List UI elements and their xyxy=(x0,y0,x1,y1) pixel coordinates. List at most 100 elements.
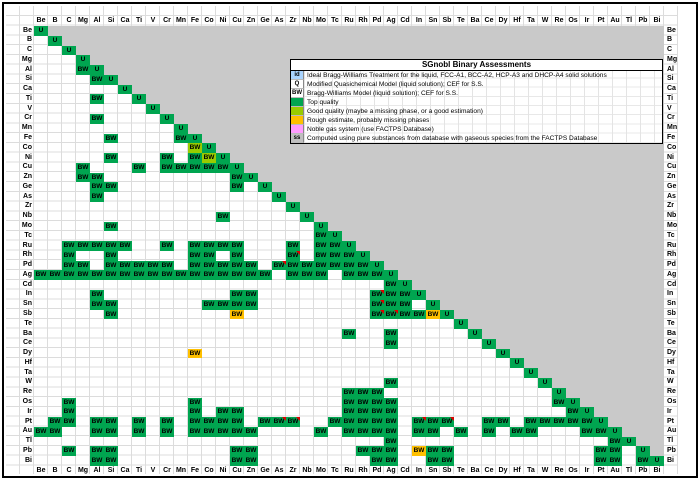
matrix-cell[interactable]: BW xyxy=(132,270,146,281)
matrix-cell[interactable]: BW xyxy=(496,417,510,427)
matrix-cell[interactable]: BW xyxy=(230,182,244,193)
matrix-cell[interactable]: BW xyxy=(90,192,104,202)
matrix-cell[interactable]: BW xyxy=(62,397,76,408)
matrix-cell[interactable]: BW xyxy=(356,387,370,398)
matrix-cell[interactable]: BW xyxy=(188,241,202,251)
matrix-cell[interactable]: BW xyxy=(90,417,104,427)
matrix-cell[interactable]: BW xyxy=(90,113,104,124)
matrix-cell[interactable]: BW xyxy=(328,260,342,271)
matrix-cell[interactable]: BW xyxy=(286,250,300,261)
diagonal-cell[interactable]: U xyxy=(300,211,314,222)
matrix-cell[interactable]: BW xyxy=(384,309,398,320)
matrix-cell[interactable]: BW xyxy=(314,250,328,261)
diagonal-cell[interactable]: U xyxy=(244,172,258,183)
matrix-cell[interactable]: BW xyxy=(216,241,230,251)
matrix-cell[interactable]: BW xyxy=(62,446,76,457)
matrix-cell[interactable]: BW xyxy=(356,397,370,408)
matrix-cell[interactable]: BW xyxy=(384,299,398,310)
matrix-cell[interactable]: BW xyxy=(34,270,48,281)
matrix-cell[interactable]: BW xyxy=(398,289,412,300)
matrix-cell[interactable]: BW xyxy=(426,446,440,457)
matrix-cell[interactable]: BW xyxy=(230,426,244,437)
diagonal-cell[interactable]: U xyxy=(636,446,650,457)
matrix-cell[interactable]: BW xyxy=(188,250,202,261)
matrix-cell[interactable]: BW xyxy=(118,270,132,281)
matrix-cell[interactable]: BW xyxy=(272,417,286,427)
diagonal-cell[interactable]: U xyxy=(580,407,594,418)
diagonal-cell[interactable]: U xyxy=(412,289,426,300)
matrix-cell[interactable]: BW xyxy=(286,417,300,427)
matrix-cell[interactable]: BW xyxy=(104,426,118,437)
matrix-cell[interactable]: BW xyxy=(370,270,384,281)
diagonal-cell[interactable]: U xyxy=(454,319,468,330)
diagonal-cell[interactable]: U xyxy=(272,192,286,202)
matrix-cell[interactable]: BW xyxy=(594,426,608,437)
matrix-cell[interactable]: BW xyxy=(384,426,398,437)
matrix-cell[interactable]: BW xyxy=(510,426,524,437)
matrix-cell[interactable]: BW xyxy=(132,260,146,271)
matrix-cell[interactable]: BW xyxy=(160,241,174,251)
diagonal-cell[interactable]: U xyxy=(118,84,132,95)
matrix-cell[interactable]: BW xyxy=(132,417,146,427)
matrix-cell[interactable]: BW xyxy=(104,309,118,320)
diagonal-cell[interactable]: U xyxy=(510,358,524,369)
matrix-cell[interactable]: BW xyxy=(384,417,398,427)
matrix-cell[interactable]: BW xyxy=(76,270,90,281)
matrix-cell[interactable]: BW xyxy=(174,270,188,281)
matrix-cell[interactable]: BW xyxy=(524,426,538,437)
matrix-cell[interactable]: BW xyxy=(62,417,76,427)
matrix-cell[interactable]: BW xyxy=(202,241,216,251)
matrix-cell[interactable]: BW xyxy=(258,270,272,281)
matrix-cell[interactable]: BW xyxy=(62,250,76,261)
diagonal-cell[interactable]: U xyxy=(258,182,272,193)
matrix-cell[interactable]: BW xyxy=(342,407,356,418)
diagonal-cell[interactable]: U xyxy=(608,426,622,437)
matrix-cell[interactable]: BW xyxy=(76,162,90,173)
diagonal-cell[interactable]: U xyxy=(622,436,636,447)
matrix-cell[interactable]: BW xyxy=(342,329,356,339)
matrix-cell[interactable]: BW xyxy=(104,270,118,281)
matrix-cell[interactable]: BW xyxy=(118,260,132,271)
matrix-cell[interactable]: BW xyxy=(230,172,244,183)
matrix-cell[interactable]: BW xyxy=(160,162,174,173)
matrix-cell[interactable]: BW xyxy=(286,260,300,271)
matrix-cell[interactable]: BW xyxy=(230,309,244,320)
diagonal-cell[interactable]: U xyxy=(34,26,48,36)
matrix-cell[interactable]: BW xyxy=(188,426,202,437)
matrix-cell[interactable]: BW xyxy=(188,162,202,173)
matrix-cell[interactable]: BW xyxy=(104,153,118,163)
matrix-cell[interactable]: BW xyxy=(356,270,370,281)
matrix-cell[interactable]: BW xyxy=(426,417,440,427)
matrix-cell[interactable]: BW xyxy=(90,182,104,193)
matrix-cell[interactable]: BW xyxy=(342,387,356,398)
matrix-cell[interactable]: BW xyxy=(342,417,356,427)
matrix-cell[interactable]: BW xyxy=(104,221,118,232)
diagonal-cell[interactable]: U xyxy=(132,94,146,105)
matrix-cell[interactable]: BW xyxy=(286,241,300,251)
matrix-cell[interactable]: BW xyxy=(370,299,384,310)
matrix-cell[interactable]: BW xyxy=(160,153,174,163)
matrix-cell[interactable]: BW xyxy=(188,260,202,271)
matrix-cell[interactable]: BW xyxy=(314,426,328,437)
diagonal-cell[interactable]: U xyxy=(286,201,300,212)
matrix-cell[interactable]: BW xyxy=(384,397,398,408)
matrix-cell[interactable]: BW xyxy=(384,407,398,418)
matrix-cell[interactable]: BW xyxy=(104,260,118,271)
matrix-cell[interactable]: BW xyxy=(216,417,230,427)
matrix-cell[interactable]: BW xyxy=(538,417,552,427)
diagonal-cell[interactable]: U xyxy=(76,55,90,66)
matrix-cell[interactable]: BW xyxy=(244,456,258,466)
matrix-cell[interactable]: BW xyxy=(356,260,370,271)
matrix-cell[interactable]: BW xyxy=(146,260,160,271)
matrix-cell[interactable]: BW xyxy=(370,309,384,320)
matrix-cell[interactable]: BW xyxy=(244,299,258,310)
matrix-cell[interactable]: BW xyxy=(426,426,440,437)
matrix-cell[interactable]: BW xyxy=(440,446,454,457)
matrix-cell[interactable]: BW xyxy=(104,446,118,457)
matrix-cell[interactable]: BW xyxy=(146,270,160,281)
diagonal-cell[interactable]: U xyxy=(314,221,328,232)
matrix-cell[interactable]: BW xyxy=(174,133,188,144)
matrix-cell[interactable]: BW xyxy=(76,260,90,271)
matrix-cell[interactable]: BW xyxy=(188,143,202,154)
matrix-cell[interactable]: BW xyxy=(286,270,300,281)
